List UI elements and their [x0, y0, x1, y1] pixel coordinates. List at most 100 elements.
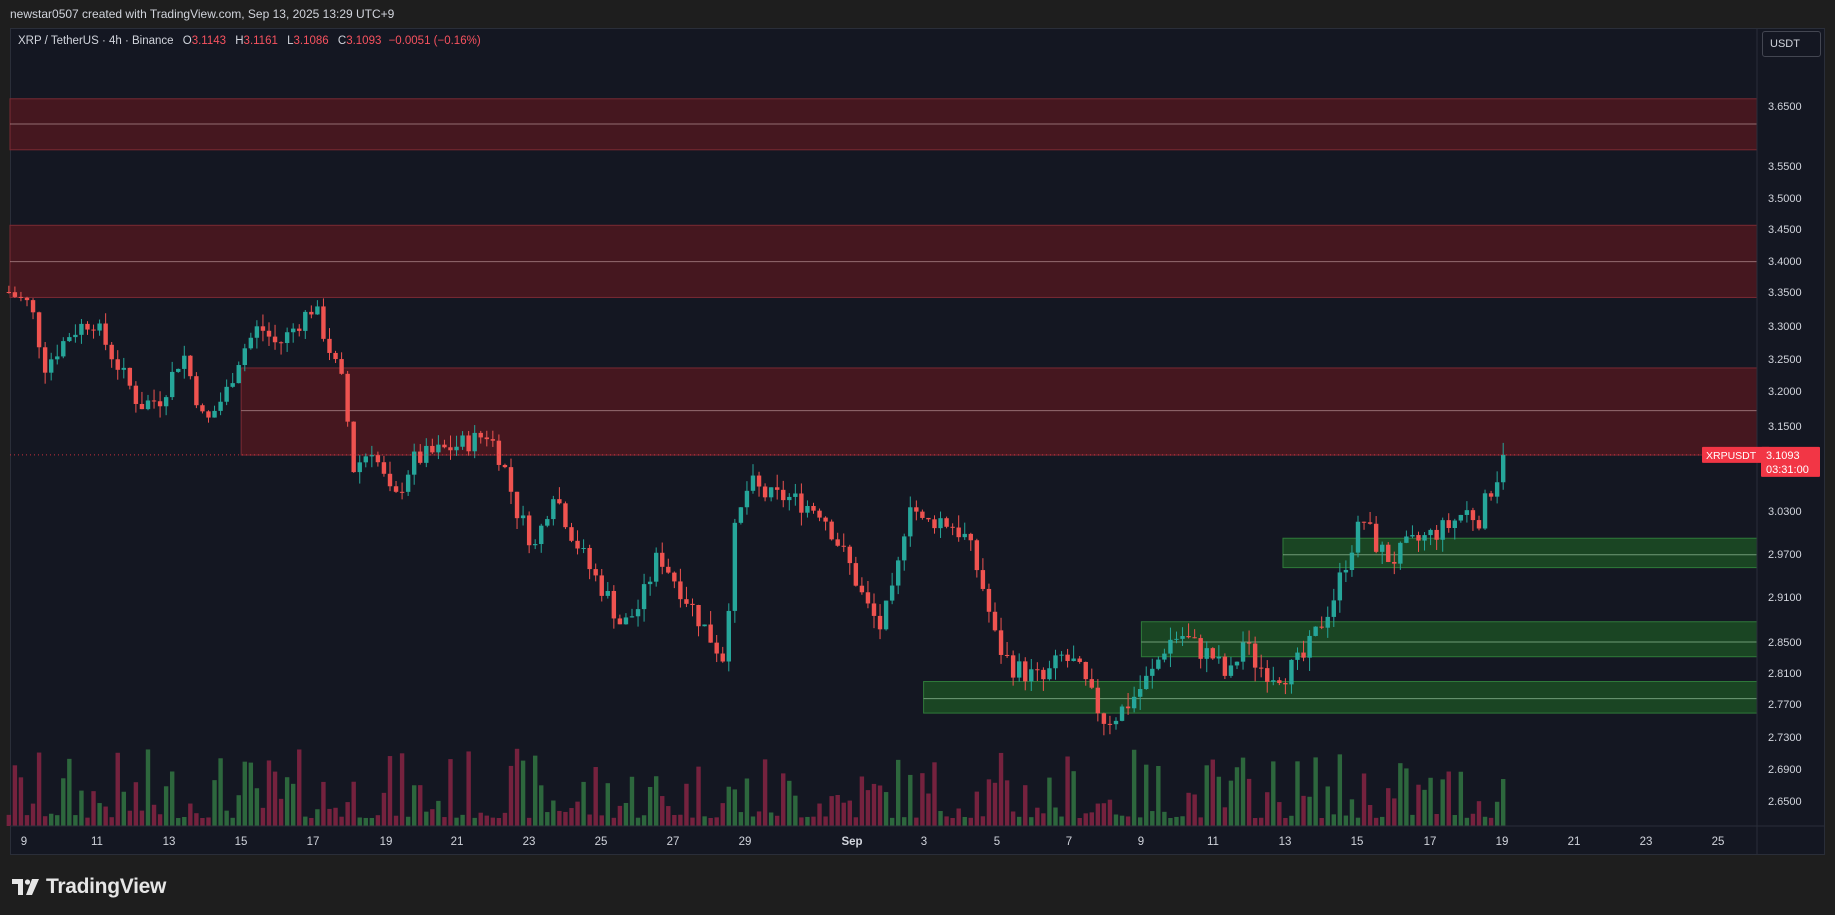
volume-bar: [926, 793, 931, 826]
candle-body: [115, 359, 120, 370]
candle-body: [315, 306, 320, 315]
volume-bar: [865, 790, 871, 826]
volume-bar: [363, 817, 368, 826]
candle-body: [6, 292, 12, 293]
candle-body: [284, 332, 290, 344]
volume-bar: [581, 781, 586, 826]
candle-body: [200, 405, 205, 412]
candle-body: [12, 292, 18, 297]
candle-body: [1325, 616, 1330, 628]
candle-body: [309, 311, 314, 315]
time-tick-label: 15: [235, 836, 248, 848]
candle-body: [1337, 572, 1343, 601]
close-label: C: [337, 35, 347, 47]
volume-bar: [399, 753, 405, 826]
candle-body: [1228, 665, 1234, 676]
brand-name: TradingView: [46, 875, 167, 898]
volume-bar: [230, 817, 235, 826]
price-tag-value: 3.1093: [1766, 450, 1800, 462]
volume-bar: [490, 817, 496, 826]
candle-body: [1192, 637, 1197, 639]
volume-bar: [1434, 813, 1439, 826]
candle-body: [1464, 510, 1470, 515]
volume-bar: [587, 814, 592, 826]
volume-bar: [1488, 817, 1494, 826]
volume-bar: [496, 817, 502, 826]
candle-body: [206, 411, 211, 418]
time-tick-label: 13: [1279, 836, 1292, 848]
volume-bar: [1452, 815, 1457, 826]
candle-body: [998, 630, 1004, 655]
candle-body: [1252, 643, 1258, 668]
volume-bar: [811, 816, 816, 826]
volume-bar: [502, 812, 508, 826]
tradingview-brand[interactable]: TradingView: [12, 875, 166, 899]
volume-bar: [853, 817, 859, 826]
candle-body: [121, 367, 126, 370]
candle-body: [85, 323, 90, 330]
volume-bar: [563, 811, 568, 826]
candle-body: [1440, 520, 1445, 540]
currency-selector[interactable]: USDT: [1762, 31, 1821, 57]
volume-bar: [508, 765, 514, 826]
volume-bar: [696, 766, 701, 826]
time-tick-label: 7: [1066, 836, 1072, 848]
volume-bar: [67, 758, 72, 826]
candle-body: [871, 603, 877, 616]
candle-body: [1446, 520, 1451, 528]
candle-body: [436, 444, 441, 453]
candle-body: [61, 341, 66, 357]
volume-bar: [1168, 817, 1173, 826]
candle-body: [1361, 521, 1367, 523]
volume-bar: [1289, 815, 1294, 826]
volume-bar: [944, 816, 949, 826]
candle-body: [774, 487, 780, 490]
candle-body: [127, 367, 133, 386]
volume-bar: [61, 778, 66, 826]
volume-bar: [448, 759, 453, 826]
candle-body: [1355, 521, 1361, 553]
price-tick-label: 3.6500: [1768, 101, 1802, 113]
high-label: H: [235, 35, 244, 47]
candle-body: [1488, 493, 1494, 497]
candle-body: [950, 526, 955, 528]
volume-bar: [393, 815, 399, 826]
volume-bar: [1035, 807, 1040, 826]
candle-body: [472, 432, 477, 452]
volume-bar: [1355, 817, 1361, 826]
volume-bar: [309, 817, 314, 826]
candle-body: [1089, 679, 1094, 688]
candle-body: [1041, 669, 1046, 680]
candle-body: [381, 462, 387, 474]
candle-body: [1319, 626, 1324, 628]
candle-body: [738, 507, 744, 523]
candle-body: [532, 544, 538, 546]
candle-body: [726, 610, 731, 662]
candle-body: [151, 400, 157, 402]
volume-bar: [1277, 802, 1282, 826]
volume-bar: [871, 783, 877, 826]
volume-bar: [762, 759, 768, 826]
volume-bar: [1016, 816, 1022, 826]
volume-bar: [526, 817, 532, 826]
candle-body: [405, 474, 411, 492]
volume-bar: [1023, 785, 1028, 826]
candle-body: [1144, 675, 1149, 690]
volume-bar: [357, 817, 362, 826]
volume-bar: [387, 756, 393, 826]
volume-bar: [968, 817, 973, 826]
volume-bar: [182, 816, 187, 826]
volume-bar: [1010, 811, 1016, 826]
candle-body: [327, 338, 332, 353]
candle-body: [163, 397, 169, 407]
volume-bar: [200, 818, 205, 826]
volume-bar: [242, 761, 247, 826]
candle-body: [902, 536, 907, 561]
candle-body: [1482, 493, 1488, 529]
price-zones: [9, 98, 1758, 714]
candle-body: [1379, 544, 1385, 552]
volume-bar: [24, 815, 30, 826]
candle-body: [690, 603, 695, 605]
candle-body: [756, 475, 762, 487]
